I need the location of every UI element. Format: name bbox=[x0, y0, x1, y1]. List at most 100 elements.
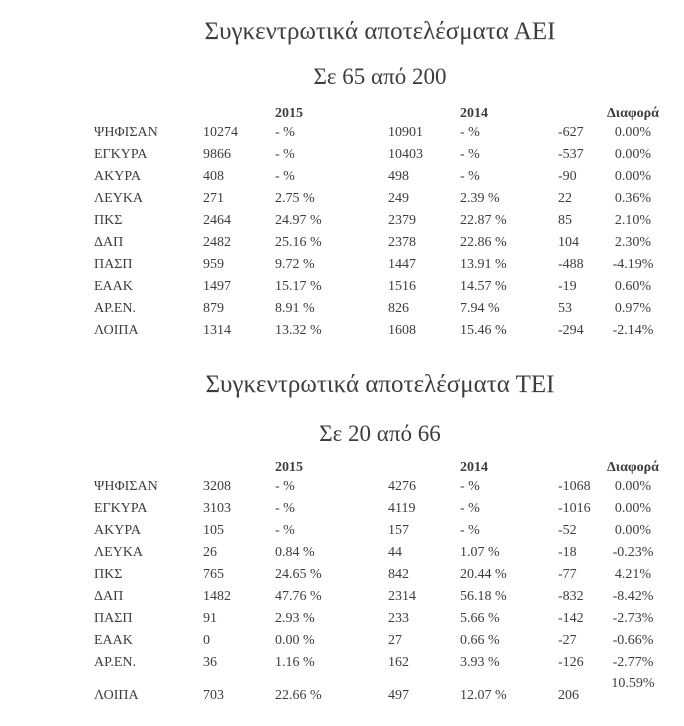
diff-pct-cell: -4.19% bbox=[612, 257, 654, 272]
diff-pct-cell: -2.73% bbox=[612, 611, 654, 626]
results-table-aei: 2015 2014 Διαφορά ΨΗΦΙΣΑΝ 10274 - % 1090… bbox=[94, 102, 666, 342]
diff-votes-cell: 53 bbox=[558, 301, 572, 316]
votes-2014-cell: 10403 bbox=[388, 147, 423, 162]
pct-2014-cell: - % bbox=[460, 523, 480, 538]
votes-2015-cell: 1314 bbox=[203, 323, 231, 338]
diff-votes-cell: -77 bbox=[558, 567, 577, 582]
votes-2015-cell: 105 bbox=[203, 523, 224, 538]
diff-votes-cell: -27 bbox=[558, 633, 577, 648]
pct-2014-cell: - % bbox=[460, 147, 480, 162]
diff-votes-cell: -294 bbox=[558, 323, 584, 338]
votes-2014-cell: 27 bbox=[388, 633, 402, 648]
pct-2015-cell: - % bbox=[275, 479, 295, 494]
header-spacer bbox=[388, 102, 460, 122]
votes-2015-cell: 3208 bbox=[203, 479, 231, 494]
diff-pct-cell: 10.59% bbox=[611, 676, 655, 691]
votes-2014-cell: 2379 bbox=[388, 213, 416, 228]
diff-pct-cell: 2.10% bbox=[614, 213, 652, 228]
votes-2015-cell: 26 bbox=[203, 545, 217, 560]
diff-pct-cell: 4.21% bbox=[614, 567, 652, 582]
diff-pct-cell: 0.00% bbox=[614, 169, 652, 184]
votes-2015-cell: 10274 bbox=[203, 125, 238, 140]
pct-2015-cell: - % bbox=[275, 169, 295, 184]
pct-2015-cell: 8.91 % bbox=[275, 301, 315, 316]
votes-2015-cell: 9866 bbox=[203, 147, 231, 162]
header-spacer bbox=[558, 102, 600, 122]
pct-2014-cell: 12.07 % bbox=[460, 688, 507, 703]
diff-votes-cell: -18 bbox=[558, 545, 577, 560]
pct-2015-cell: 24.65 % bbox=[275, 567, 322, 582]
diff-pct-cell: 0.00% bbox=[614, 479, 652, 494]
pct-2014-cell: 56.18 % bbox=[460, 589, 507, 604]
diff-votes-cell: -627 bbox=[558, 125, 584, 140]
diff-votes-cell: -19 bbox=[558, 279, 577, 294]
party-label-cell: ΛΟΙΠΑ bbox=[94, 688, 139, 703]
pct-2014-cell: - % bbox=[460, 125, 480, 140]
votes-2014-cell: 2378 bbox=[388, 235, 416, 250]
pct-2015-cell: - % bbox=[275, 125, 295, 140]
header-spacer bbox=[203, 456, 275, 476]
header-2015: 2015 bbox=[275, 106, 303, 121]
party-label-cell: ΕΑΑΚ bbox=[94, 279, 133, 294]
votes-2015-cell: 959 bbox=[203, 257, 224, 272]
pct-2015-cell: 0.84 % bbox=[275, 545, 315, 560]
diff-votes-cell: -832 bbox=[558, 589, 584, 604]
pct-2014-cell: 2.39 % bbox=[460, 191, 500, 206]
votes-2014-cell: 249 bbox=[388, 191, 409, 206]
section-aei: Συγκεντρωτικά αποτελέσματα ΑΕΙ Σε 65 από… bbox=[94, 17, 666, 342]
party-label-cell: ΨΗΦΙΣΑΝ bbox=[94, 125, 158, 140]
pct-2014-cell: 7.94 % bbox=[460, 301, 500, 316]
pct-2015-cell: 1.16 % bbox=[275, 655, 315, 670]
pct-2014-cell: 0.66 % bbox=[460, 633, 500, 648]
votes-2015-cell: 765 bbox=[203, 567, 224, 582]
table-row: ΔΑΠ 2482 25.16 % 2378 22.86 % 104 2.30% bbox=[94, 232, 666, 254]
table-row: ΛΟΙΠΑ 703 22.66 % 497 12.07 % 206 10.59% bbox=[94, 674, 666, 706]
section-title-tei: Συγκεντρωτικά αποτελέσματα ΤΕΙ bbox=[205, 371, 555, 398]
votes-2014-cell: 1516 bbox=[388, 279, 416, 294]
votes-2015-cell: 1482 bbox=[203, 589, 231, 604]
votes-2015-cell: 879 bbox=[203, 301, 224, 316]
table-row: ΛΟΙΠΑ 1314 13.32 % 1608 15.46 % -294 -2.… bbox=[94, 320, 666, 342]
party-label-cell: ΠΚΣ bbox=[94, 213, 123, 228]
pct-2015-cell: - % bbox=[275, 501, 295, 516]
table-row: ΑΚΥΡΑ 105 - % 157 - % -52 0.00% bbox=[94, 520, 666, 542]
votes-2014-cell: 4276 bbox=[388, 479, 416, 494]
votes-2014-cell: 4119 bbox=[388, 501, 416, 516]
diff-votes-cell: 85 bbox=[558, 213, 572, 228]
pct-2015-cell: 25.16 % bbox=[275, 235, 322, 250]
header-diff: Διαφορά bbox=[607, 460, 659, 475]
diff-pct-cell: 0.60% bbox=[614, 279, 652, 294]
pct-2015-cell: 47.76 % bbox=[275, 589, 322, 604]
diff-votes-cell: -142 bbox=[558, 611, 584, 626]
pct-2015-cell: 0.00 % bbox=[275, 633, 315, 648]
table-row: ΑΚΥΡΑ 408 - % 498 - % -90 0.00% bbox=[94, 166, 666, 188]
header-spacer bbox=[558, 456, 600, 476]
party-label-cell: ΛΕΥΚΑ bbox=[94, 545, 144, 560]
votes-2014-cell: 10901 bbox=[388, 125, 423, 140]
party-label-cell: ΕΑΑΚ bbox=[94, 633, 133, 648]
pct-2014-cell: 20.44 % bbox=[460, 567, 507, 582]
pct-2014-cell: 13.91 % bbox=[460, 257, 507, 272]
pct-2015-cell: - % bbox=[275, 523, 295, 538]
diff-pct-cell: -0.23% bbox=[612, 545, 654, 560]
party-label-cell: ΠΚΣ bbox=[94, 567, 123, 582]
party-label-cell: ΛΕΥΚΑ bbox=[94, 191, 144, 206]
header-2015: 2015 bbox=[275, 460, 303, 475]
pct-2015-cell: 2.75 % bbox=[275, 191, 315, 206]
results-table-tei: 2015 2014 Διαφορά ΨΗΦΙΣΑΝ 3208 - % 4276 … bbox=[94, 456, 666, 706]
diff-votes-cell: -488 bbox=[558, 257, 584, 272]
diff-pct-cell: 0.00% bbox=[614, 125, 652, 140]
table-row: ΕΓΚΥΡΑ 9866 - % 10403 - % -537 0.00% bbox=[94, 144, 666, 166]
votes-2015-cell: 36 bbox=[203, 655, 217, 670]
section-subtitle-aei: Σε 65 από 200 bbox=[313, 64, 447, 89]
table-row: ΕΑΑΚ 0 0.00 % 27 0.66 % -27 -0.66% bbox=[94, 630, 666, 652]
page-content: Συγκεντρωτικά αποτελέσματα ΑΕΙ Σε 65 από… bbox=[94, 17, 666, 706]
table-row: ΠΑΣΠ 959 9.72 % 1447 13.91 % -488 -4.19% bbox=[94, 254, 666, 276]
table-row: ΠΚΣ 765 24.65 % 842 20.44 % -77 4.21% bbox=[94, 564, 666, 586]
votes-2014-cell: 826 bbox=[388, 301, 409, 316]
votes-2014-cell: 842 bbox=[388, 567, 409, 582]
table-row: ΕΓΚΥΡΑ 3103 - % 4119 - % -1016 0.00% bbox=[94, 498, 666, 520]
party-label-cell: ΑΡ.ΕΝ. bbox=[94, 655, 137, 670]
votes-2014-cell: 1447 bbox=[388, 257, 416, 272]
table-row: ΛΕΥΚΑ 26 0.84 % 44 1.07 % -18 -0.23% bbox=[94, 542, 666, 564]
